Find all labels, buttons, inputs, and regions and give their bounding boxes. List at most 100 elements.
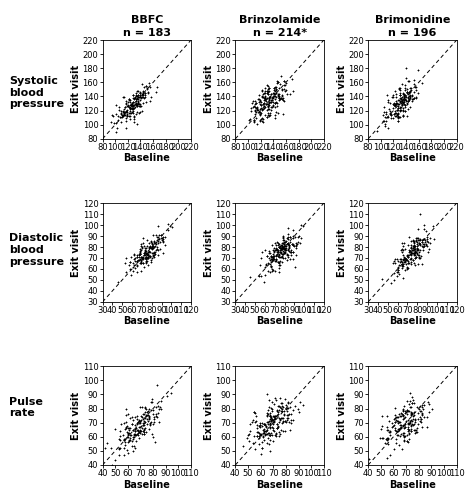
- Point: [420, 242, 428, 250]
- Point: [285, 244, 292, 252]
- Point: [147, 238, 155, 246]
- Point: [269, 420, 277, 428]
- Point: [296, 238, 304, 246]
- Point: [394, 113, 402, 121]
- Y-axis label: Exit visit: Exit visit: [204, 228, 214, 276]
- Point: [406, 246, 413, 254]
- Point: [396, 96, 403, 104]
- Point: [418, 402, 426, 409]
- Point: [421, 238, 428, 246]
- Point: [395, 426, 403, 434]
- Point: [155, 404, 162, 412]
- Point: [125, 430, 133, 438]
- Point: [272, 257, 279, 265]
- Point: [267, 412, 274, 420]
- Point: [404, 407, 412, 415]
- Point: [142, 93, 149, 101]
- Point: [264, 82, 272, 90]
- Point: [405, 248, 412, 256]
- Point: [252, 114, 260, 122]
- Point: [143, 408, 150, 416]
- Point: [378, 412, 386, 420]
- Point: [264, 418, 271, 426]
- Point: [420, 226, 428, 234]
- Point: [402, 93, 410, 101]
- Y-axis label: Exit visit: Exit visit: [337, 228, 347, 276]
- Point: [408, 399, 415, 407]
- Point: [115, 435, 122, 443]
- Point: [129, 91, 137, 99]
- Point: [406, 420, 413, 428]
- X-axis label: Baseline: Baseline: [123, 480, 170, 490]
- Point: [400, 242, 407, 250]
- Point: [272, 240, 279, 248]
- Point: [268, 418, 275, 426]
- Point: [276, 242, 284, 250]
- Point: [275, 414, 282, 422]
- Point: [380, 116, 388, 124]
- Point: [394, 112, 402, 120]
- Point: [137, 253, 145, 261]
- Point: [398, 100, 406, 108]
- Point: [393, 417, 400, 425]
- Point: [280, 234, 287, 242]
- Point: [122, 404, 130, 412]
- Point: [147, 253, 154, 261]
- Point: [148, 242, 156, 250]
- Point: [143, 98, 150, 106]
- Point: [415, 248, 423, 256]
- Point: [412, 234, 419, 241]
- Point: [400, 436, 408, 444]
- Point: [272, 92, 279, 100]
- Point: [277, 244, 285, 252]
- Point: [278, 407, 286, 415]
- Point: [267, 256, 274, 264]
- Point: [404, 407, 411, 415]
- Point: [382, 110, 389, 118]
- Point: [389, 100, 396, 108]
- Point: [400, 254, 407, 262]
- Point: [130, 255, 137, 263]
- Point: [137, 422, 145, 430]
- Point: [418, 238, 426, 246]
- Point: [252, 110, 259, 118]
- Point: [274, 99, 281, 107]
- Point: [144, 254, 152, 262]
- Point: [263, 81, 270, 89]
- Point: [416, 405, 423, 413]
- Point: [262, 426, 270, 434]
- Point: [299, 222, 307, 230]
- Point: [270, 90, 278, 98]
- Point: [129, 442, 136, 450]
- Point: [249, 103, 257, 111]
- Point: [278, 250, 285, 258]
- Point: [258, 88, 266, 96]
- Point: [136, 92, 144, 100]
- Point: [411, 238, 418, 246]
- Point: [270, 256, 277, 264]
- Point: [260, 102, 267, 110]
- Point: [284, 240, 292, 248]
- Point: [249, 98, 256, 106]
- Point: [139, 422, 147, 430]
- Point: [277, 404, 284, 412]
- Point: [275, 93, 282, 101]
- Point: [407, 254, 415, 262]
- Point: [261, 272, 268, 280]
- Point: [392, 90, 400, 98]
- Point: [284, 240, 291, 248]
- Point: [260, 429, 268, 437]
- Point: [263, 410, 271, 418]
- Point: [285, 224, 292, 232]
- Point: [135, 428, 143, 436]
- Point: [397, 246, 404, 254]
- Point: [260, 105, 267, 113]
- Point: [274, 420, 281, 428]
- Point: [273, 412, 280, 420]
- Point: [386, 106, 394, 114]
- Point: [270, 86, 277, 94]
- Point: [263, 90, 270, 98]
- Point: [414, 246, 422, 254]
- Point: [270, 418, 278, 426]
- Point: [275, 260, 282, 268]
